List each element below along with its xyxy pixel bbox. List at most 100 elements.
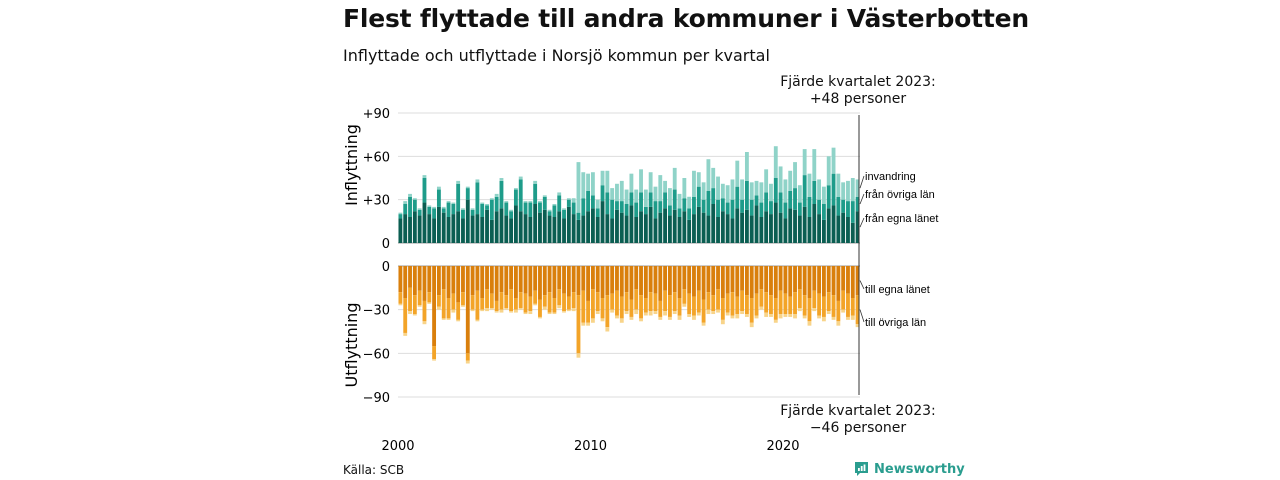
outflow-bar-other-counties (773, 298, 778, 320)
outflow-bar-local (408, 266, 412, 288)
outflow-bar-emigration (446, 318, 451, 320)
inflow-bar-immigration (773, 146, 778, 178)
inflow-bar-other-counties (485, 205, 489, 210)
inflow-bar-other-counties (735, 186, 740, 209)
outflow-bar-local (797, 266, 802, 290)
outflow-bar-other-counties (716, 289, 720, 310)
outflow-bar-other-counties (802, 295, 807, 316)
inflow-bar-local (456, 211, 461, 243)
inflow-bar-immigration (571, 198, 576, 203)
inflow-bar-other-counties (740, 199, 745, 213)
inflow-bar-other-counties (706, 191, 711, 216)
outflow-tick-label: −60 (363, 347, 390, 362)
outflow-bar-other-counties (682, 289, 687, 304)
inflow-bar-immigration (562, 208, 566, 210)
outflow-bar-local (533, 266, 538, 291)
outflow-bar-other-counties (643, 298, 648, 313)
outflow-bar-other-counties (417, 290, 422, 306)
outflow-bar-local (831, 266, 836, 296)
outflow-bar-local (624, 266, 629, 293)
outflow-bar-local (773, 266, 778, 299)
inflow-bar-other-counties (639, 192, 643, 212)
outflow-bar-local (485, 266, 489, 290)
inflow-bar-local (533, 204, 538, 243)
inflow-bar-local (485, 209, 489, 243)
inflow-bar-local (740, 212, 745, 243)
inflow-bar-local (417, 215, 422, 243)
outflow-bar-emigration (427, 302, 432, 304)
inflow-tick-label: +90 (363, 107, 390, 122)
inflow-bar-immigration (788, 170, 793, 191)
outflow-bar-emigration (398, 303, 403, 306)
outflow-bar-emigration (619, 318, 624, 323)
outflow-bar-emigration (412, 314, 417, 316)
inflow-bar-immigration (701, 182, 706, 200)
outflow-bar-other-counties (480, 298, 485, 310)
x-tick-label: 2000 (381, 439, 414, 454)
inflow-bar-immigration (581, 172, 586, 199)
outflow-bar-other-counties (547, 292, 552, 313)
inflow-bar-other-counties (788, 191, 793, 209)
inflow-bar-other-counties (494, 196, 499, 212)
outflow-bar-local (754, 266, 759, 294)
outflow-bar-emigration (663, 311, 668, 316)
outflow-bar-local (615, 266, 619, 291)
outflow-bar-emigration (778, 314, 783, 319)
inflow-bar-local (639, 211, 643, 243)
outflow-bar-local (417, 266, 422, 291)
outflow-bar-emigration (475, 319, 480, 322)
outflow-bar-local (432, 266, 437, 347)
outflow-bar-local (764, 266, 769, 293)
inflow-bar-local (557, 211, 562, 243)
outflow-bar-local (667, 266, 672, 296)
outflow-bar-emigration (643, 312, 648, 316)
outflow-bar-emigration (692, 315, 696, 320)
outflow-bar-local (566, 266, 571, 297)
outflow-bar-local (470, 266, 475, 296)
outflow-bar-other-counties (523, 293, 528, 313)
inflow-bar-other-counties (533, 183, 538, 204)
inflow-bar-other-counties (687, 208, 692, 220)
outflow-bar-other-counties (538, 299, 542, 317)
inflow-bar-other-counties (846, 201, 850, 217)
inflow-bar-immigration (643, 189, 648, 207)
outflow-bar-emigration (470, 309, 475, 312)
inflow-bar-other-counties (566, 199, 571, 207)
outflow-bar-local (552, 266, 557, 299)
outflow-bar-emigration (562, 311, 566, 313)
outflow-bar-emigration (754, 315, 759, 319)
inflow-bar-immigration (759, 182, 764, 203)
outflow-bar-emigration (648, 311, 653, 316)
label-till-egna-lanet-leader (859, 280, 865, 290)
outflow-bar-local (677, 266, 682, 299)
outflow-bar-emigration (773, 319, 778, 323)
outflow-bar-other-counties (807, 298, 812, 322)
outflow-bar-emigration (403, 332, 408, 336)
outflow-bar-local (711, 266, 716, 296)
inflow-bar-other-counties (807, 196, 812, 217)
inflow-bar-local (586, 211, 591, 243)
outflow-bar-local (735, 266, 740, 297)
outflow-bar-emigration (615, 315, 619, 319)
outflow-bar-emigration (518, 308, 523, 310)
outflow-bar-emigration (812, 308, 817, 312)
inflow-bar-local (725, 214, 730, 243)
outflow-bar-other-counties (475, 290, 480, 320)
inflow-bar-local (629, 205, 634, 243)
outflow-bar-local (802, 266, 807, 296)
outflow-bar-other-counties (696, 290, 701, 313)
inflow-bar-immigration (740, 179, 745, 200)
outflow-bar-emigration (480, 309, 485, 312)
label-invandring-leader (859, 175, 865, 189)
outflow-bar-local (850, 266, 855, 299)
inflow-bar-local (720, 211, 725, 243)
newsworthy-icon (855, 462, 868, 476)
inflow-bar-local (619, 212, 624, 243)
inflow-bar-local (600, 201, 605, 243)
label-till-ovriga-lan-leader (859, 309, 865, 323)
outflow-bar-other-counties (744, 295, 749, 315)
inflow-bar-immigration (499, 178, 504, 181)
inflow-bar-local (696, 206, 701, 243)
outflow-bar-emigration (422, 321, 427, 325)
chart-title: Flest flyttade till andra kommuner i Väs… (343, 4, 1030, 33)
